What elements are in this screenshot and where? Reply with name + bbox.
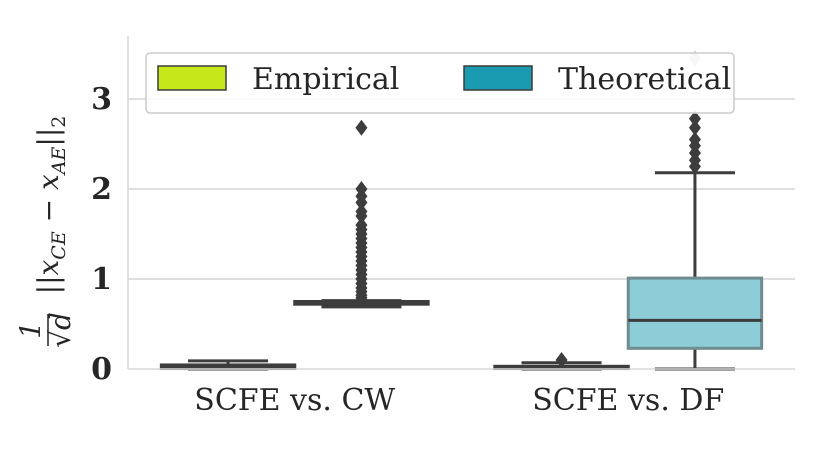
outlier-marker [688, 110, 701, 127]
y-tick-label: 0 [91, 352, 112, 387]
outlier-marker [688, 119, 701, 136]
y-tick-label: 3 [91, 82, 112, 117]
legend-swatch-theoretical [463, 65, 533, 91]
legend: Empirical Theoretical [145, 52, 735, 114]
y-tick-labels: 0 1 2 3 [91, 82, 112, 387]
outlier-marker [688, 131, 701, 148]
svg-text:||xCE − xAE||2: ||xCE − xAE||2 [32, 116, 70, 295]
outlier-marker [355, 203, 368, 220]
outlier-marker [355, 217, 368, 233]
y-axis-label: ||xCE − xAE||2 [32, 116, 70, 295]
box-iqr [626, 276, 764, 350]
legend-frame [145, 52, 735, 114]
box-theoretical-0 [293, 119, 430, 309]
x-tick-labels: SCFE vs. CW SCFE vs. DF [194, 383, 724, 418]
box-series [159, 50, 764, 371]
box-empirical-0 [159, 359, 297, 371]
x-tick-label: SCFE vs. CW [194, 383, 395, 418]
outlier-marker [555, 352, 568, 368]
y-axis-label-fraction: 1 √d [14, 312, 77, 348]
y-tick-label: 1 [91, 262, 112, 297]
box-empirical-1 [493, 352, 630, 371]
y-tick-label: 2 [91, 172, 112, 207]
outlier-marker [355, 181, 368, 197]
x-tick-label: SCFE vs. DF [532, 383, 724, 418]
outlier-marker [355, 119, 368, 136]
svg-text:√d: √d [44, 312, 77, 348]
legend-label-theoretical: Theoretical [558, 62, 731, 97]
box-theoretical-1 [626, 50, 764, 371]
legend-label-empirical: Empirical [252, 62, 399, 97]
axes [127, 36, 795, 370]
svg-text:1: 1 [14, 321, 47, 339]
legend-swatch-empirical [157, 65, 227, 91]
